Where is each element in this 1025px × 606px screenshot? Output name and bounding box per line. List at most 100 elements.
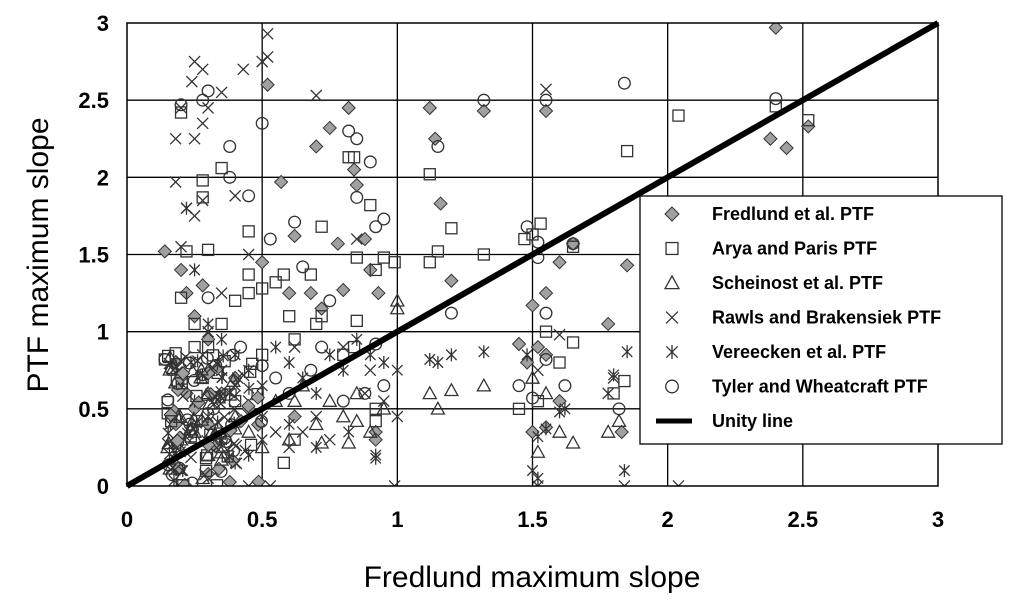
point-asterisk	[526, 464, 539, 478]
point-asterisk	[378, 356, 390, 370]
point-square	[255, 282, 269, 295]
point-square	[802, 114, 815, 127]
point-triangle	[476, 377, 492, 392]
point-diamond	[341, 100, 356, 116]
point-circle	[255, 116, 269, 130]
point-diamond	[619, 258, 635, 273]
point-asterisk	[621, 345, 633, 359]
point-circle	[171, 377, 185, 391]
point-asterisk	[188, 263, 201, 277]
point-circle	[158, 352, 172, 366]
point-diamond	[779, 140, 794, 156]
legend-marker-x	[665, 311, 679, 324]
point-x	[261, 27, 274, 40]
point-asterisk	[432, 356, 444, 370]
point-diamond	[330, 236, 346, 251]
point-x	[269, 425, 282, 438]
point-triangle	[551, 424, 568, 438]
legend-marker-diamond	[664, 206, 680, 222]
point-square	[201, 243, 215, 257]
point-triangle	[376, 400, 392, 415]
point-x	[391, 410, 404, 423]
point-diamond	[222, 474, 237, 486]
point-x	[283, 441, 296, 454]
point-diamond	[273, 174, 289, 190]
point-square	[620, 144, 634, 158]
point-square	[388, 256, 401, 269]
point-circle	[288, 215, 302, 229]
point-diamond	[519, 355, 535, 370]
point-triangle	[192, 369, 209, 384]
point-square	[288, 333, 301, 346]
point-x	[296, 425, 309, 438]
x-tick-label: 2	[662, 507, 674, 532]
point-square	[350, 314, 363, 328]
legend-entry-label: Tyler and Wheatcraft PTF	[712, 377, 928, 397]
x-tick-label: 3	[932, 507, 944, 532]
point-circle	[566, 237, 580, 251]
point-asterisk	[370, 451, 382, 465]
point-x	[540, 83, 553, 96]
point-diamond	[254, 255, 270, 270]
legend-entry-label: Fredlund et al. PTF	[712, 204, 874, 224]
point-circle	[296, 260, 310, 274]
point-square	[164, 415, 178, 428]
point-x	[264, 480, 277, 486]
point-square	[607, 387, 620, 400]
legend: Fredlund et al. PTF Arya and Paris PTF Sch…	[639, 195, 1003, 445]
point-x	[237, 63, 250, 76]
point-circle	[612, 402, 626, 416]
point-x	[672, 480, 685, 486]
point-diamond	[530, 339, 546, 355]
point-triangle	[198, 387, 214, 401]
point-diamond	[349, 177, 364, 193]
point-square	[364, 198, 377, 212]
legend-entry-label: Unity line	[712, 411, 793, 431]
point-square	[512, 402, 526, 416]
point-x	[237, 369, 250, 382]
point-square	[304, 268, 318, 281]
point-circle	[304, 363, 318, 377]
point-diamond	[336, 282, 351, 298]
point-asterisk	[283, 417, 295, 431]
point-x	[215, 86, 228, 99]
y-tick-label: 0.5	[78, 397, 109, 422]
point-diamond	[187, 309, 202, 324]
legend-entry-label: Arya and Paris PTF	[712, 239, 877, 259]
point-x	[169, 175, 182, 188]
point-square	[196, 174, 209, 187]
point-square	[243, 365, 257, 378]
point-circle	[444, 306, 458, 320]
point-square	[347, 151, 361, 164]
point-diamond	[163, 407, 178, 422]
point-x	[310, 89, 323, 102]
y-tick-label: 3	[97, 11, 109, 36]
point-x	[196, 117, 209, 130]
point-square	[350, 251, 363, 264]
point-diamond	[260, 77, 275, 92]
point-circle	[269, 371, 283, 385]
point-square	[188, 317, 201, 331]
x-axis-title: Fredlund maximum slope	[364, 561, 701, 594]
point-x	[618, 480, 631, 486]
point-circle	[363, 155, 377, 169]
point-diamond	[287, 409, 302, 424]
point-x	[531, 364, 544, 377]
point-diamond	[157, 244, 173, 259]
point-x	[242, 248, 255, 261]
y-tick-label: 2.5	[78, 88, 109, 113]
y-tick-label: 2	[97, 165, 109, 190]
point-x	[231, 372, 244, 384]
x-tick-label: 1.5	[517, 507, 548, 532]
point-asterisk	[283, 356, 295, 370]
point-circle	[336, 394, 350, 408]
y-tick-label: 0	[97, 474, 109, 499]
point-square	[196, 191, 209, 204]
point-square	[246, 357, 259, 371]
point-circle	[539, 93, 553, 107]
point-square	[431, 245, 445, 258]
point-square	[672, 109, 685, 122]
point-square	[477, 248, 491, 261]
point-asterisk	[540, 422, 552, 436]
point-triangle	[389, 292, 405, 307]
